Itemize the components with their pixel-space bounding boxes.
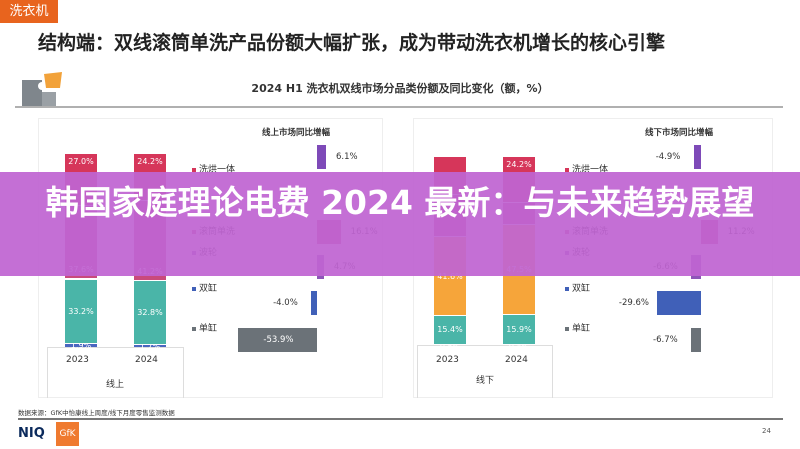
growth-data-label: -53.9%	[263, 335, 294, 345]
growth-bar	[691, 328, 701, 352]
growth-bar	[656, 291, 701, 315]
legend-label: 洗烘一体	[572, 165, 609, 175]
bar-data-label: 27.0%	[68, 157, 94, 166]
bar-segment: 33.2%	[65, 278, 97, 344]
bar-segment: 32.8%	[134, 280, 166, 344]
data-source: 数据来源：GfK中怡康线上周度/线下月度零售监测数据	[18, 409, 175, 417]
bar-segment: 1.7%	[134, 342, 166, 351]
bar-data-label: 15.4%	[437, 325, 463, 335]
bar-data-label: 0.4%	[508, 342, 530, 352]
legend-swatch	[565, 167, 569, 172]
bar-data-label: 24.2%	[506, 160, 532, 169]
chart-title: 2024 H1 洗衣机双线市场分品类份额及同比变化（额，%）	[251, 82, 549, 95]
page-title: 结构端：双线滚筒单洗产品份额大幅扩张，成为带动洗衣机增长的核心引擎	[38, 32, 666, 54]
legend-item: 单缸	[192, 323, 217, 335]
bar-segment: 15.4%	[434, 314, 466, 345]
legend-swatch	[565, 286, 569, 291]
growth-bar	[693, 145, 701, 169]
bar-segment: 0.5%	[434, 342, 466, 351]
offline-group-label: 线下	[476, 376, 495, 386]
bar-segment: 0.4%	[503, 342, 535, 351]
legend-label: 双缸	[572, 284, 591, 294]
bar-segment: 1.9%	[65, 341, 97, 350]
growth-data-label: 6.1%	[335, 152, 358, 162]
bar-segment	[134, 279, 166, 281]
bar-segment: 15.9%	[503, 314, 535, 345]
offline-x-label-2023: 2023	[436, 355, 459, 365]
bar-data-label: 1.9%	[70, 341, 92, 351]
legend-item: 双缸	[565, 283, 590, 295]
growth-data-label: -4.9%	[655, 152, 681, 162]
page-number: 24	[762, 427, 771, 435]
divider	[15, 106, 783, 108]
legend-swatch	[565, 326, 569, 331]
bar-data-label: 32.8%	[137, 307, 163, 317]
legend-swatch	[192, 167, 196, 172]
growth-data-label: -6.7%	[653, 335, 678, 345]
legend-label: 双缸	[199, 284, 218, 294]
bar-data-label: 15.9%	[506, 325, 532, 335]
legend-swatch	[192, 286, 196, 291]
legend-item: 单缸	[565, 323, 590, 335]
growth-data-label: -4.0%	[273, 298, 298, 308]
niq-logo: NIQ	[18, 426, 45, 441]
legend-label: 单缸	[572, 324, 591, 334]
online-x-label-2024: 2024	[135, 355, 158, 365]
legend-label: 洗烘一体	[199, 165, 236, 175]
footer-divider	[18, 418, 783, 420]
bar-data-label: 33.2%	[68, 307, 94, 317]
growth-bar	[237, 328, 317, 352]
legend-label: 单缸	[199, 324, 218, 334]
legend-swatch	[192, 326, 196, 331]
online-growth-title: 线上市场同比增幅	[262, 128, 331, 138]
puzzle-icon	[22, 72, 62, 108]
online-x-label-2023: 2023	[66, 355, 89, 365]
growth-bar	[311, 291, 317, 315]
gfk-logo: GfK	[56, 422, 79, 446]
offline-x-label-2024: 2024	[505, 355, 528, 365]
legend-item: 洗烘一体	[565, 164, 608, 176]
growth-data-label: -29.6%	[618, 298, 649, 308]
offline-axis-box	[417, 345, 553, 398]
online-axis-box	[47, 347, 184, 398]
online-group-label: 线上	[106, 380, 125, 390]
legend-item: 双缸	[192, 283, 217, 295]
bar-segment	[65, 278, 97, 280]
bar-data-label: 24.2%	[137, 157, 163, 166]
growth-bar	[317, 145, 326, 169]
bar-data-label: 41.6%	[437, 271, 463, 281]
overlay-banner: 韩国家庭理论电费 2024 最新：与未来趋势展望	[0, 172, 800, 276]
legend-item: 洗烘一体	[192, 164, 235, 176]
bar-data-label: 1.7%	[139, 341, 161, 351]
offline-growth-title: 线下市场同比增幅	[645, 128, 714, 138]
bar-data-label: 0.5%	[439, 342, 461, 352]
section-tag: 洗衣机	[0, 0, 58, 23]
